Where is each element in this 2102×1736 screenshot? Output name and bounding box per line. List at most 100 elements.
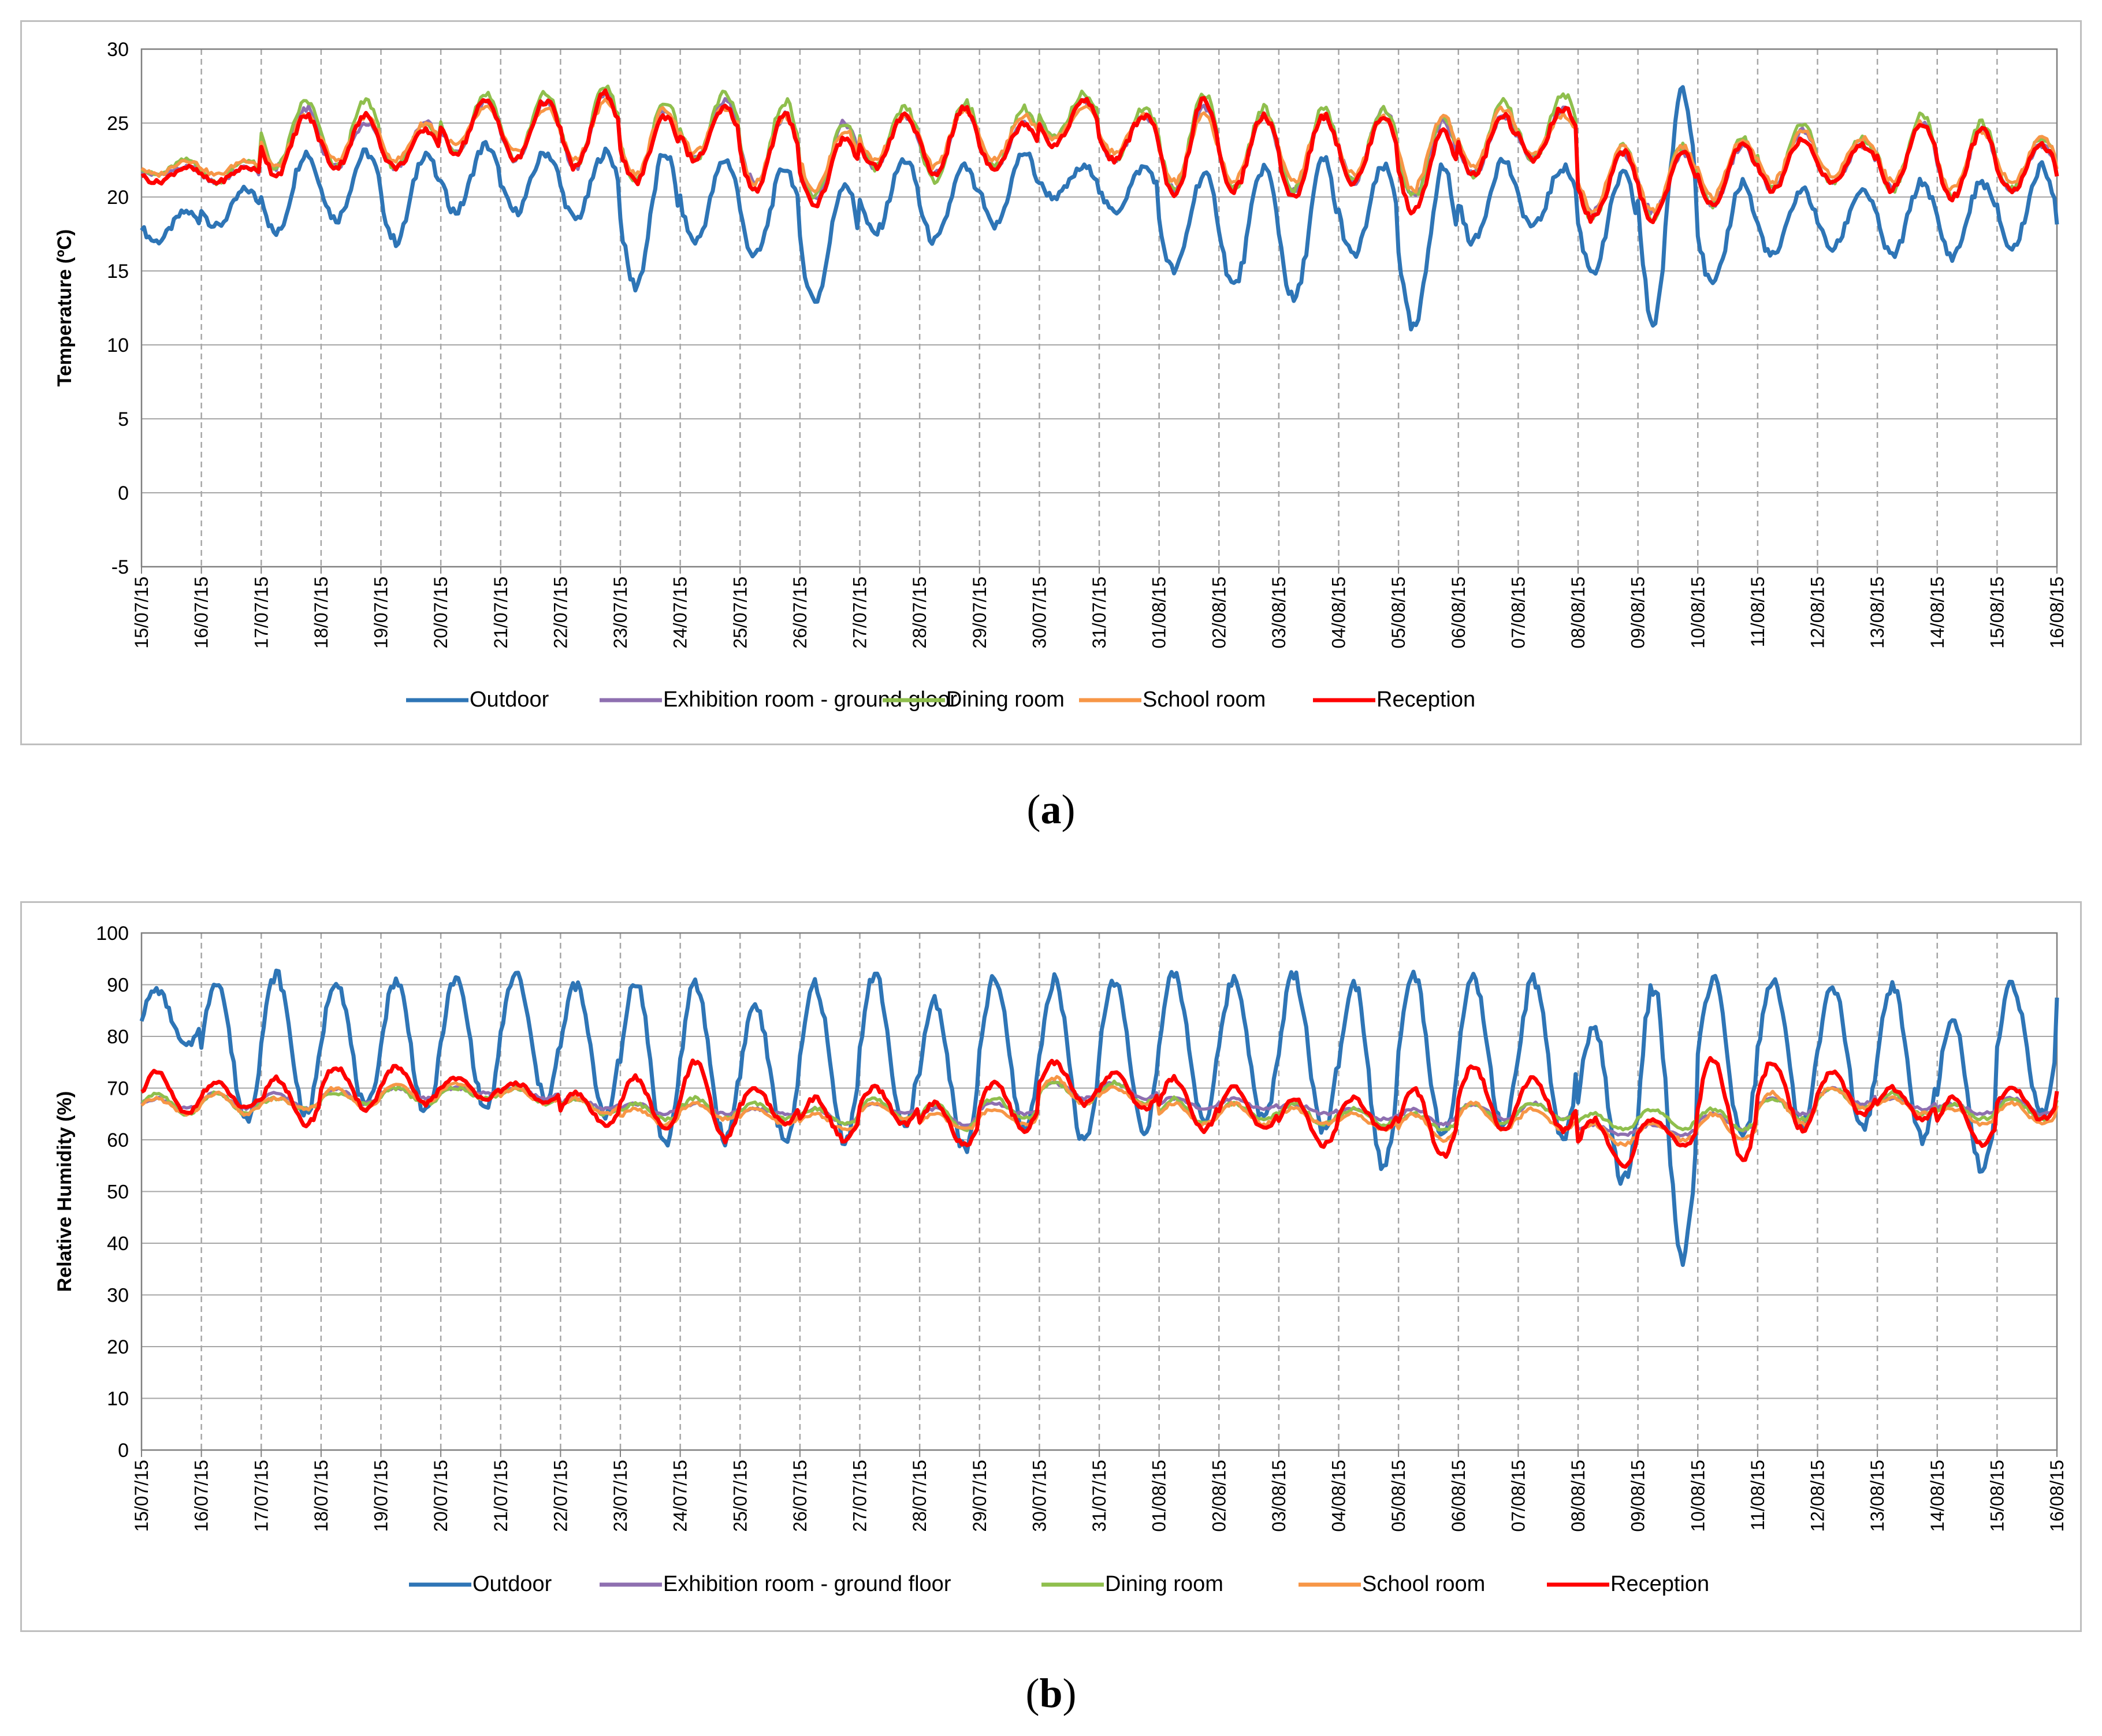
y-tick-label: 30 [107,39,129,61]
x-tick-label: 01/08/15 [1149,577,1170,649]
legend-label-dining: Dining room [946,687,1065,712]
x-tick-label: 09/08/15 [1628,1460,1649,1532]
x-tick-label: 07/08/15 [1508,577,1528,649]
y-axis-label: Temperature (ºC) [54,229,76,387]
x-tick-label: 28/07/15 [909,577,930,649]
series-line-outdoor [139,968,2059,1267]
y-tick-label: 80 [107,1026,129,1048]
legend-label-outdoor: Outdoor [473,1572,552,1596]
chart-panel-b: 0 10 20 30 40 50 60 70 80 90 100 15/07/15 16/07/15 17… [20,901,2082,1632]
x-tick-label: 04/08/15 [1329,1460,1349,1532]
humidity-chart: 0 10 20 30 40 50 60 70 80 90 100 15/07/15 16/07/15 17… [54,923,2067,1596]
x-tick-label: 13/08/15 [1867,1460,1888,1532]
x-tick-label: 03/08/15 [1268,1460,1289,1532]
x-tick-label: 25/07/15 [730,1460,750,1532]
x-tick-label: 11/08/15 [1747,577,1768,647]
y-tick-label: 70 [107,1078,129,1100]
x-tick-label: 10/08/15 [1687,577,1708,649]
x-tick-label: 27/07/15 [850,1460,870,1532]
x-tick-label: 21/07/15 [490,577,511,649]
series-line-school [140,1075,2059,1147]
x-tick-label: 30/07/15 [1029,1460,1050,1532]
x-tick-label: 11/08/15 [1747,1460,1768,1530]
x-tick-label: 30/07/15 [1029,577,1050,649]
x-tick-label: 05/08/15 [1388,577,1409,649]
legend-label-school: School room [1362,1572,1485,1596]
y-tick-label: 50 [107,1181,129,1203]
legend-label-school: School room [1143,687,1266,712]
y-tick-label: 10 [107,334,129,356]
x-tick-label: 16/07/15 [191,1460,212,1532]
x-tick-label: 16/07/15 [191,577,212,649]
x-tick-label: 14/08/15 [1927,577,1948,649]
y-tick-label: 0 [118,1440,129,1462]
y-tick-label: 40 [107,1233,129,1255]
x-tick-label: 06/08/15 [1448,1460,1469,1532]
x-tick-label: 15/07/15 [131,577,152,649]
series-line-reception [140,88,2059,224]
y-tick-label: 30 [107,1285,129,1307]
x-tick-label: 03/08/15 [1268,577,1289,649]
x-tick-label: 22/07/15 [550,1460,571,1532]
chart-panel-a: -5 0 5 10 15 20 25 30 15/07/15 16/07/15 17/07/15 18… [20,20,2082,745]
legend-label-dining: Dining room [1105,1572,1223,1596]
x-tick-label: 08/08/15 [1568,577,1588,649]
x-tick-label: 04/08/15 [1329,577,1349,649]
x-tick-label: 31/07/15 [1089,577,1110,649]
x-tick-label: 28/07/15 [909,1460,930,1532]
x-tick-label: 09/08/15 [1628,577,1649,649]
x-tick-label: 25/07/15 [730,577,750,649]
x-tick-label: 27/07/15 [850,577,870,649]
y-tick-label: 10 [107,1388,129,1410]
x-tick-label: 16/08/15 [2047,1460,2067,1532]
y-tick-label: 25 [107,113,129,135]
x-tick-label: 15/08/15 [1986,577,2007,649]
x-tick-label: 08/08/15 [1568,1460,1588,1532]
x-tick-label: 10/08/15 [1687,1460,1708,1532]
x-tick-label: 05/08/15 [1388,1460,1409,1532]
temperature-chart: -5 0 5 10 15 20 25 30 15/07/15 16/07/15 17/07/15 18… [54,39,2067,712]
x-tick-label: 01/08/15 [1149,1460,1170,1532]
x-tick-label: 26/07/15 [790,577,810,649]
legend-label-exhibition: Exhibition room - ground floor [663,1572,951,1596]
x-tick-label: 18/07/15 [311,577,332,649]
x-tick-label: 24/07/15 [670,577,691,649]
x-tick-label: 22/07/15 [550,577,571,649]
plot-frame [140,48,2058,568]
y-tick-label: 15 [107,261,129,282]
y-tick-label: -5 [111,556,129,578]
x-tick-label: 12/08/15 [1807,1460,1828,1532]
y-tick-label: 60 [107,1129,129,1151]
x-tick-label: 07/08/15 [1508,1460,1528,1532]
x-tick-label: 14/08/15 [1927,1460,1948,1532]
x-tick-label: 15/08/15 [1986,1460,2007,1532]
x-tick-label: 23/07/15 [610,577,631,649]
x-tick-label: 31/07/15 [1089,1460,1110,1532]
x-tick-label: 02/08/15 [1208,1460,1229,1532]
plot-frame [140,932,2058,1451]
caption-a: (a) [1026,786,1076,832]
legend-label-reception: Reception [1376,687,1475,712]
legend-label-outdoor: Outdoor [470,687,549,712]
x-tick-label: 18/07/15 [311,1460,332,1532]
legend-label-reception: Reception [1610,1572,1709,1596]
caption-b: (b) [1025,1670,1077,1716]
x-tick-label: 19/07/15 [371,1460,392,1532]
x-tick-label: 17/07/15 [251,1460,271,1532]
x-tick-label: 20/07/15 [430,577,451,649]
x-tick-label: 29/07/15 [969,1460,990,1532]
x-tick-label: 13/08/15 [1867,577,1888,649]
x-tick-label: 24/07/15 [670,1460,691,1532]
x-tick-label: 17/07/15 [251,577,271,649]
x-tick-label: 21/07/15 [490,1460,511,1532]
x-tick-label: 15/07/15 [131,1460,152,1532]
y-tick-label: 5 [118,408,129,430]
y-tick-label: 20 [107,1336,129,1358]
y-axis-label: Relative Humidity (%) [54,1091,76,1292]
x-tick-label: 26/07/15 [790,1460,810,1532]
x-tick-label: 16/08/15 [2047,577,2067,649]
x-tick-label: 06/08/15 [1448,577,1469,649]
series-line-outdoor [140,85,2059,332]
y-tick-label: 90 [107,975,129,997]
x-tick-label: 20/07/15 [430,1460,451,1532]
